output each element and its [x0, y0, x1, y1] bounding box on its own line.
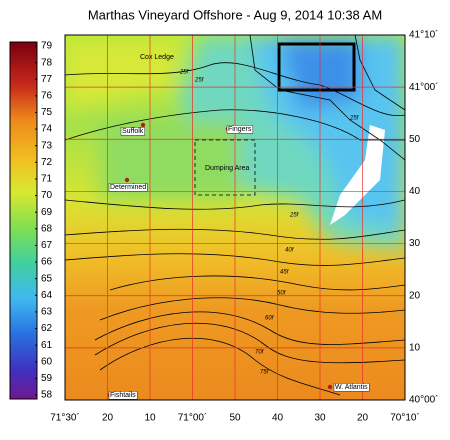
colorbar-label: 59: [41, 373, 53, 384]
lon-tick-label: 71°00´: [178, 412, 208, 424]
cloud-mask: [330, 125, 385, 225]
place-label: Cox Ledge: [140, 54, 174, 61]
colorbar-label: 76: [41, 90, 53, 101]
colorbar-label: 66: [41, 257, 53, 268]
place-label-box: [108, 183, 148, 192]
contour-label: 25f: [349, 116, 360, 122]
colorbar-label: 58: [41, 390, 53, 401]
contour-label: 25f: [179, 70, 190, 76]
place-label-box: [333, 383, 370, 392]
grid: [65, 35, 405, 400]
place-label-box: [108, 391, 138, 400]
colorbar-label: 78: [41, 57, 53, 68]
lon-tick-label: 20: [357, 413, 369, 424]
colorbar-label: 71: [41, 174, 53, 185]
colorbar-label: 77: [41, 74, 53, 85]
place-marker: [124, 177, 130, 183]
map-frame: [64, 34, 406, 401]
dumping-area-box: [194, 139, 256, 196]
place-label: Suffolk: [122, 128, 144, 135]
title: Marthas Vineyard Offshore - Aug 9, 2014 …: [88, 7, 382, 22]
place-label-box: [226, 125, 254, 134]
contour-label: 70f: [255, 350, 265, 356]
colorbar-label: 73: [41, 140, 53, 151]
lon-tick-label: 20: [102, 413, 114, 424]
lon-tick-label: 30: [314, 413, 326, 424]
lon-tick-label: 50: [229, 413, 241, 424]
lon-tick-label: 40: [272, 413, 284, 424]
contour-label: 75f: [260, 370, 270, 376]
colorbar: [9, 41, 38, 400]
place-marker: [140, 122, 146, 128]
colorbar-label: 70: [41, 190, 53, 201]
highlight-box: [277, 42, 356, 92]
colorbar-label: 64: [41, 290, 53, 301]
lon-tick-label: 71°30´: [50, 412, 80, 424]
colorbar-label: 62: [41, 323, 53, 334]
colorbar-label: 60: [41, 356, 53, 367]
contour-label: 25f: [194, 78, 205, 84]
colorbar-label: 74: [41, 124, 53, 135]
contour-label: 40f: [285, 248, 295, 254]
lon-tick-label: 10: [144, 413, 156, 424]
lat-tick-label: 41°10´: [409, 29, 439, 41]
lat-tick-label: 40: [409, 186, 421, 197]
sst-field: [65, 35, 405, 400]
lat-tick-label: 10: [409, 342, 421, 353]
colorbar-label: 63: [41, 307, 53, 318]
lat-tick-label: 41°00´: [409, 81, 439, 93]
lat-tick-label: 40°00´: [409, 394, 439, 406]
contour-label: 45f: [280, 270, 290, 276]
place-label-box: [120, 127, 145, 136]
colorbar-label: 61: [41, 340, 53, 351]
contour-label: 25f: [289, 213, 300, 219]
place-label: Dumping Area: [205, 165, 249, 172]
place-label: Fishtails: [110, 392, 136, 399]
contour-label: 60f: [265, 316, 275, 322]
place-label: W. Atlantis: [335, 384, 368, 391]
colorbar-label: 67: [41, 240, 53, 251]
colorbar-label: 79: [41, 41, 53, 52]
colorbar-label: 69: [41, 207, 53, 218]
colorbar-label: 75: [41, 107, 53, 118]
colorbar-label: 68: [41, 223, 53, 234]
place-marker: [327, 384, 333, 390]
labels: 71°30´ 20 10 71°00´ 50 40 30 20 70°10´ 41°10´ 41°0…: [50, 29, 438, 424]
place-label: Determined: [110, 184, 146, 191]
place-label: Fingers: [228, 126, 252, 133]
contours: [65, 35, 405, 396]
colorbar-label: 72: [41, 157, 53, 168]
colorbar-label: 65: [41, 273, 53, 284]
lat-tick-label: 20: [409, 290, 421, 301]
contour-label: 50f: [277, 291, 287, 297]
lon-tick-label: 70°10´: [390, 412, 420, 424]
lat-tick-label: 50: [409, 134, 421, 145]
lat-tick-label: 30: [409, 238, 421, 249]
